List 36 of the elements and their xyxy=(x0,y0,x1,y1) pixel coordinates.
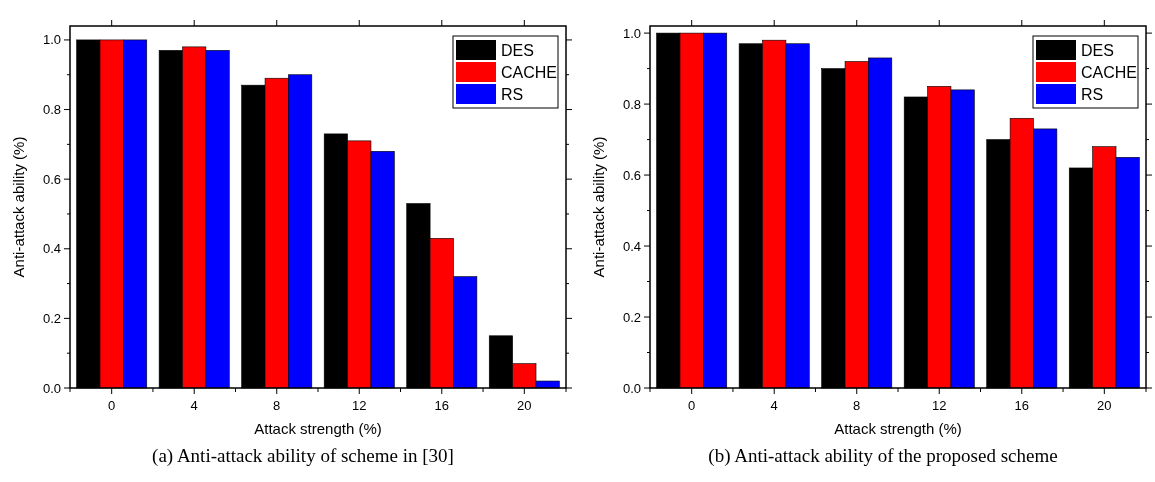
x-tick-label: 8 xyxy=(853,398,861,413)
y-tick-label: 0.4 xyxy=(622,238,641,254)
x-tick-label: 4 xyxy=(770,398,778,413)
legend-label: RS xyxy=(501,85,524,103)
y-tick-label: 0.8 xyxy=(622,96,641,112)
legend-label: DES xyxy=(501,41,534,59)
y-tick-label: 0.6 xyxy=(42,171,61,187)
x-tick-label: 4 xyxy=(190,398,198,413)
x-tick-label: 16 xyxy=(434,398,450,413)
y-tick-label: 0.2 xyxy=(42,310,61,326)
legend-label: CACHE xyxy=(1081,63,1138,81)
y-tick-label: 0.8 xyxy=(42,102,61,118)
text: (a) Anti-attack ability of scheme in [30] xyxy=(152,445,454,467)
x-axis-title: Attack strength (%) xyxy=(834,420,962,437)
x-tick-label: 20 xyxy=(1097,398,1112,413)
legend-label: RS xyxy=(1081,85,1104,103)
x-tick-label: 12 xyxy=(352,398,367,413)
y-tick-label: 0.2 xyxy=(622,309,641,325)
x-axis-title: Attack strength (%) xyxy=(254,420,382,437)
y-tick-label: 0.6 xyxy=(622,167,641,183)
y-tick-label: 0.0 xyxy=(622,380,641,396)
x-tick-label: 8 xyxy=(273,398,281,413)
y-tick-label: 0.4 xyxy=(42,241,61,257)
y-axis-title: Anti-attack ability (%) xyxy=(10,136,27,278)
y-tick-label: 1.0 xyxy=(622,25,641,41)
x-tick-label: 20 xyxy=(517,398,532,413)
x-tick-label: 16 xyxy=(1014,398,1030,413)
legend-label: DES xyxy=(1081,41,1114,59)
x-tick-label: 0 xyxy=(688,398,696,413)
y-tick-label: 0.0 xyxy=(42,380,61,396)
x-tick-label: 0 xyxy=(108,398,116,413)
y-axis-title: Anti-attack ability (%) xyxy=(590,136,607,278)
legend-label: CACHE xyxy=(501,63,558,81)
x-tick-label: 12 xyxy=(932,398,947,413)
text: (b) Anti-attack ability of the proposed scheme xyxy=(708,445,1058,467)
y-tick-label: 1.0 xyxy=(42,32,61,48)
